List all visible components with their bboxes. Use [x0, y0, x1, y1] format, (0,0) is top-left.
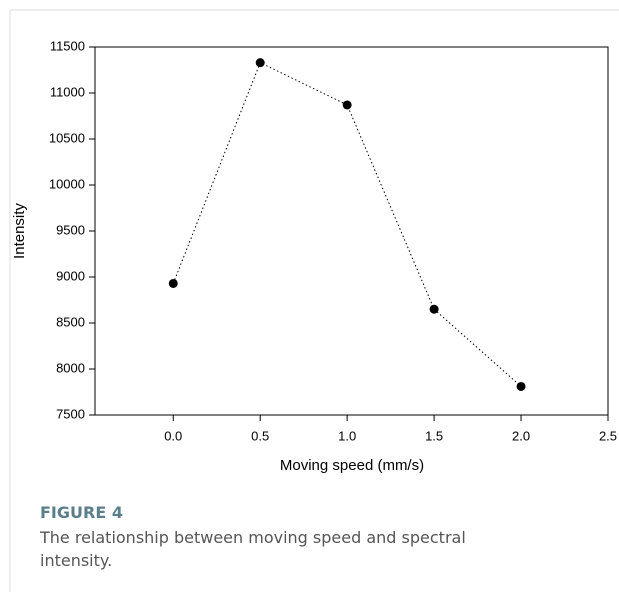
x-tick-label: 1.5 — [425, 428, 443, 443]
plot-frame — [94, 46, 609, 416]
data-line — [172, 61, 522, 387]
x-axis-label: Moving speed (mm/s) — [280, 457, 424, 474]
data-point — [168, 278, 178, 288]
x-tick-label: 0.5 — [251, 428, 269, 443]
x-tick-label: 2.0 — [512, 428, 530, 443]
y-tick-label: 7500 — [56, 406, 85, 421]
x-tick-label: 1.0 — [338, 428, 356, 443]
x-tick-label: 2.5 — [599, 428, 617, 443]
data-point — [429, 304, 439, 314]
y-tick-label: 9000 — [56, 268, 85, 283]
x-tick-label: 0.0 — [164, 428, 182, 443]
y-tick-label: 9500 — [56, 222, 85, 237]
data-point — [342, 100, 352, 110]
figure-label: FIGURE 4 — [40, 503, 123, 522]
y-axis-label: Intensity — [11, 203, 28, 259]
y-tick-label: 11500 — [50, 38, 85, 53]
y-tick-label: 11000 — [50, 84, 85, 99]
y-tick-label: 10500 — [49, 130, 85, 145]
data-point — [516, 381, 526, 391]
caption: FIGURE 4 The relationship between moving… — [40, 503, 520, 572]
y-tick-label: 8500 — [56, 314, 85, 329]
data-point — [255, 58, 265, 68]
caption-text: The relationship between moving speed an… — [40, 528, 466, 570]
y-tick-label: 10000 — [49, 176, 85, 191]
y-tick-label: 8000 — [56, 360, 85, 375]
